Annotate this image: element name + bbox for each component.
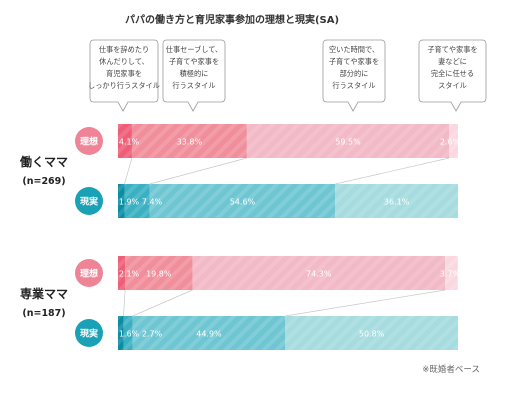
legend-callout-text: 育児家事を [106, 69, 142, 78]
legend-callout-text: 部分的に [340, 69, 369, 78]
bar-segment-stripe [449, 124, 458, 158]
bar-tag-circle [75, 319, 103, 347]
data-label: 1.9% [119, 198, 140, 207]
bar-segment-stripe [285, 316, 458, 350]
chart-title: パパの働き方と育児家事参加の理想と現実(SA) [125, 13, 339, 26]
data-label: 2.1% [119, 270, 140, 279]
bar-segment-stripe [246, 124, 450, 158]
data-label: 54.6% [230, 198, 256, 207]
data-label: 1.6% [119, 330, 140, 339]
legend-callout-text: 子育てや家事を [169, 57, 219, 66]
bar-segment-stripe [445, 256, 458, 290]
data-label: 50.8% [359, 330, 385, 339]
data-label: 3.7% [440, 270, 461, 279]
connector-line [132, 289, 193, 317]
legend-callout-text: 子育てや家事を [427, 45, 477, 54]
bar-tag-label: 理想 [80, 136, 98, 148]
connector-line [123, 289, 126, 317]
bar-segment-stripe [335, 184, 458, 218]
legend-callout-box [322, 39, 386, 112]
data-label: 19.8% [146, 270, 172, 279]
footnote: ※既婚者ベース [422, 364, 480, 375]
legend-callout-text: 完全に任せる [431, 69, 474, 78]
data-label: 44.9% [196, 330, 222, 339]
legend-callouts: 仕事を辞めたり休んだりして、育児家事をしっかり行うスタイル仕事セーブして、子育て… [88, 39, 487, 112]
legend-callout-text: 仕事を辞めたり [99, 45, 149, 54]
bar-segment-stripe [118, 256, 126, 290]
bar-tag-circle [75, 259, 103, 287]
bar-segment-stripe [118, 184, 125, 218]
legend-callout-text: 行うスタイル [172, 81, 215, 90]
connector-line [335, 157, 450, 185]
connector-line [124, 157, 133, 185]
legend-callout-text: 空いた時間で、 [329, 45, 379, 54]
legend-callout-text: 行うスタイル [332, 81, 375, 90]
group-n-label: (n=187) [22, 308, 65, 319]
data-label: 2.7% [142, 330, 163, 339]
bar-segment-stripe [124, 184, 150, 218]
group-label: 専業ママ [20, 286, 68, 301]
bar-segment-stripe [123, 316, 133, 350]
bar-segment-stripe [192, 256, 446, 290]
connector-line [149, 157, 247, 185]
legend-callout-text: しっかり行うスタイル [88, 81, 160, 90]
bar-tag-circle [75, 187, 103, 215]
bar-segment-stripe [125, 256, 193, 290]
bar-tag-label: 理想 [80, 268, 98, 280]
bar-tag-label: 現実 [80, 196, 98, 208]
legend-callout-text: 仕事セーブして、 [166, 45, 223, 54]
bar-segment-stripe [149, 184, 336, 218]
data-label: 4.1% [119, 138, 140, 147]
data-label: 36.1% [384, 198, 410, 207]
bar-segment-stripe [132, 316, 286, 350]
bar-segment-stripe [118, 124, 132, 158]
legend-callout-box [162, 39, 226, 112]
plot-area: 働くママ (n=269) 理想 4.1% 33.8% 59.5% 2.6% 現実 1.9% 7.4… [19, 124, 461, 350]
legend-callout-text: 妻などに [438, 57, 467, 66]
bar-segment-stripe [118, 316, 124, 350]
data-label: 74.3% [306, 270, 332, 279]
legend-callout-text: 休んだりして、 [99, 57, 149, 66]
bar-tag-circle [75, 127, 103, 155]
legend-callout-box [89, 39, 159, 112]
data-label: 59.5% [335, 138, 361, 147]
legend-callout-text: スタイル [438, 81, 467, 90]
group-n-label: (n=269) [22, 176, 65, 187]
connector-line [285, 289, 446, 317]
legend-callout-text: 子育てや家事を [329, 57, 379, 66]
bar-segment-stripe [131, 124, 247, 158]
bar-tag-label: 現実 [80, 328, 98, 340]
legend-callout-box [418, 39, 487, 112]
data-label: 33.8% [177, 138, 203, 147]
legend-callout-text: 積極的に [180, 69, 209, 78]
data-label: 2.6% [440, 138, 461, 147]
data-label: 7.4% [142, 198, 163, 207]
group-label: 働くママ [19, 154, 68, 169]
